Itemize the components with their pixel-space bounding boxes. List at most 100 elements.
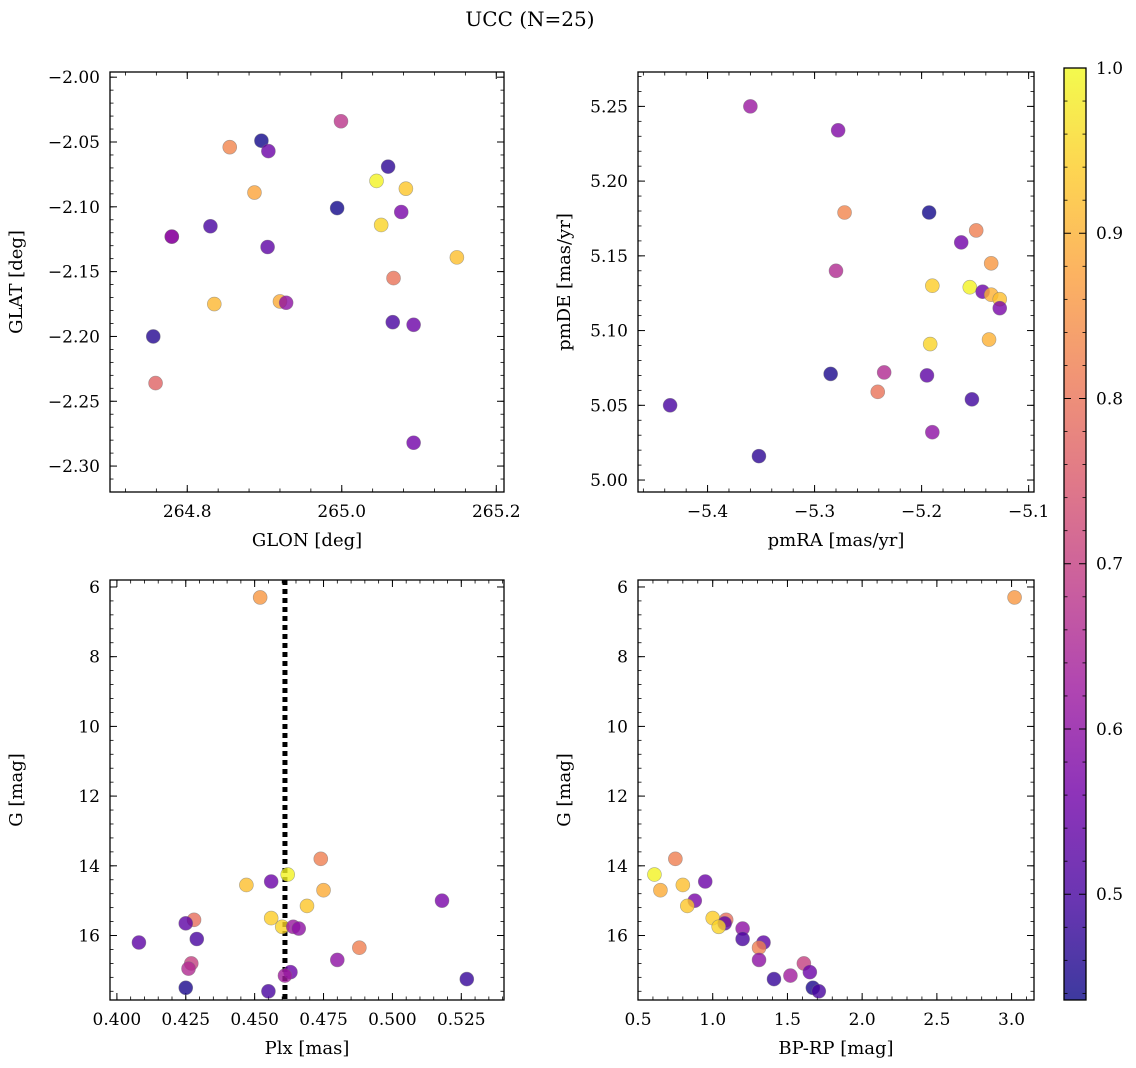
data-point (921, 205, 937, 220)
data-points (131, 590, 475, 999)
y-tick-label: 10 (606, 717, 628, 737)
data-point (380, 159, 396, 174)
data-point (647, 867, 662, 882)
data-point (675, 877, 691, 893)
data-point (823, 366, 838, 382)
data-point (263, 910, 279, 926)
data-point (181, 961, 196, 976)
x-ticks: −5.4 −5.3 −5.2 −5.1 (642, 72, 1049, 522)
data-point (329, 200, 345, 216)
data-point (291, 921, 307, 936)
data-point (870, 384, 886, 400)
y-tick-label: −2.15 (48, 263, 100, 283)
data-point (373, 217, 389, 233)
data-point (828, 263, 844, 279)
data-point (922, 336, 938, 352)
y-axis-label: G [mag] (6, 753, 27, 826)
y-tick-label: 5.15 (590, 247, 628, 267)
y-tick-label: 16 (78, 927, 100, 947)
y-tick-label: −2.30 (48, 457, 100, 477)
x-axis-label: BP-RP [mag] (778, 1038, 893, 1059)
y-ticks: 5.00 5.05 5.10 5.15 5.20 5.25 (590, 76, 1034, 491)
y-tick-label: 8 (617, 648, 628, 668)
colorbar-tick-label: 0.6 (1096, 720, 1123, 740)
y-tick-label: 10 (78, 717, 100, 737)
data-point (711, 919, 726, 935)
data-point (299, 898, 315, 914)
y-tick-label: −2.10 (48, 198, 100, 218)
data-point (925, 424, 940, 440)
x-tick-label: 0.475 (299, 1010, 348, 1030)
y-tick-label: 14 (78, 857, 100, 877)
y-tick-label: −2.05 (48, 133, 100, 153)
x-tick-label: −5.1 (1008, 502, 1049, 522)
x-axis-label: Plx [mas] (265, 1038, 350, 1059)
data-point (148, 375, 163, 391)
data-points (647, 590, 1022, 999)
data-point (247, 185, 262, 200)
data-point (333, 113, 349, 129)
x-axis-label: pmRA [mas/yr] (768, 530, 905, 551)
data-point (766, 971, 782, 987)
y-tick-label: 5.05 (590, 396, 628, 416)
data-point (254, 133, 269, 149)
data-point (983, 256, 999, 271)
data-point (406, 317, 421, 333)
data-point (260, 239, 275, 255)
colorbar-tick-label: 0.8 (1096, 389, 1123, 409)
data-point (145, 329, 161, 344)
data-point (992, 300, 1008, 316)
data-point (393, 204, 409, 220)
colorbar: 0.5 0.6 0.7 0.8 0.9 1.0 (1063, 59, 1123, 1001)
x-ticks: 264.8 265.0 265.2 (125, 72, 521, 522)
x-tick-label: −5.3 (794, 502, 835, 522)
y-tick-label: −2.00 (48, 68, 100, 88)
y-tick-label: 5.00 (590, 471, 628, 491)
x-axis-label: GLON [deg] (252, 530, 362, 551)
data-point (330, 952, 345, 968)
y-tick-label: −2.25 (48, 392, 100, 412)
data-point (280, 867, 296, 882)
data-point (830, 122, 846, 138)
panel-pmra-pmde: −5.4 −5.3 −5.2 −5.1 5.00 5.05 5.10 5.15 5.20 5.25… (554, 71, 1049, 551)
data-point (981, 332, 997, 347)
data-point (680, 898, 695, 914)
axes-frame (109, 579, 505, 1001)
y-ticks: 6 8 10 12 14 16 (78, 578, 504, 992)
data-point (352, 940, 367, 956)
x-tick-label: 2.5 (923, 1010, 950, 1030)
data-point (653, 882, 668, 898)
data-point (751, 448, 767, 464)
x-tick-label: 264.8 (163, 502, 212, 522)
data-point (459, 971, 475, 987)
panel-glon-glat: 264.8 265.0 265.2 −2.30 −2.25 −2.20 −2.15 −2.10… (6, 68, 521, 551)
x-tick-label: 1.0 (699, 1010, 726, 1030)
data-point (668, 851, 683, 867)
data-point (277, 968, 293, 983)
data-point (398, 181, 414, 196)
x-tick-label: 0.400 (93, 1010, 142, 1030)
data-point (449, 250, 465, 265)
x-tick-label: −5.2 (901, 502, 942, 522)
y-axis-label: G [mag] (554, 753, 575, 826)
x-tick-label: 3.0 (998, 1010, 1025, 1030)
data-point (261, 143, 276, 159)
data-point (206, 296, 222, 312)
data-point (203, 218, 218, 234)
data-point (783, 968, 798, 983)
x-ticks: 0.5 1.0 1.5 2.0 2.5 3.0 (624, 580, 1027, 1030)
axes-frame (637, 579, 1035, 1001)
y-tick-label: 5.25 (590, 97, 628, 117)
colorbar-scale (1063, 67, 1087, 1001)
y-tick-label: 12 (78, 787, 100, 807)
x-tick-label: 265.2 (472, 502, 521, 522)
x-tick-label: 0.525 (437, 1010, 486, 1030)
colorbar-tick-label: 0.7 (1096, 555, 1123, 575)
data-point (178, 916, 194, 931)
data-point (434, 893, 450, 908)
x-tick-label: 0.5 (624, 1010, 651, 1030)
data-point (252, 590, 268, 605)
axes-frame (109, 71, 505, 493)
data-point (406, 435, 421, 451)
